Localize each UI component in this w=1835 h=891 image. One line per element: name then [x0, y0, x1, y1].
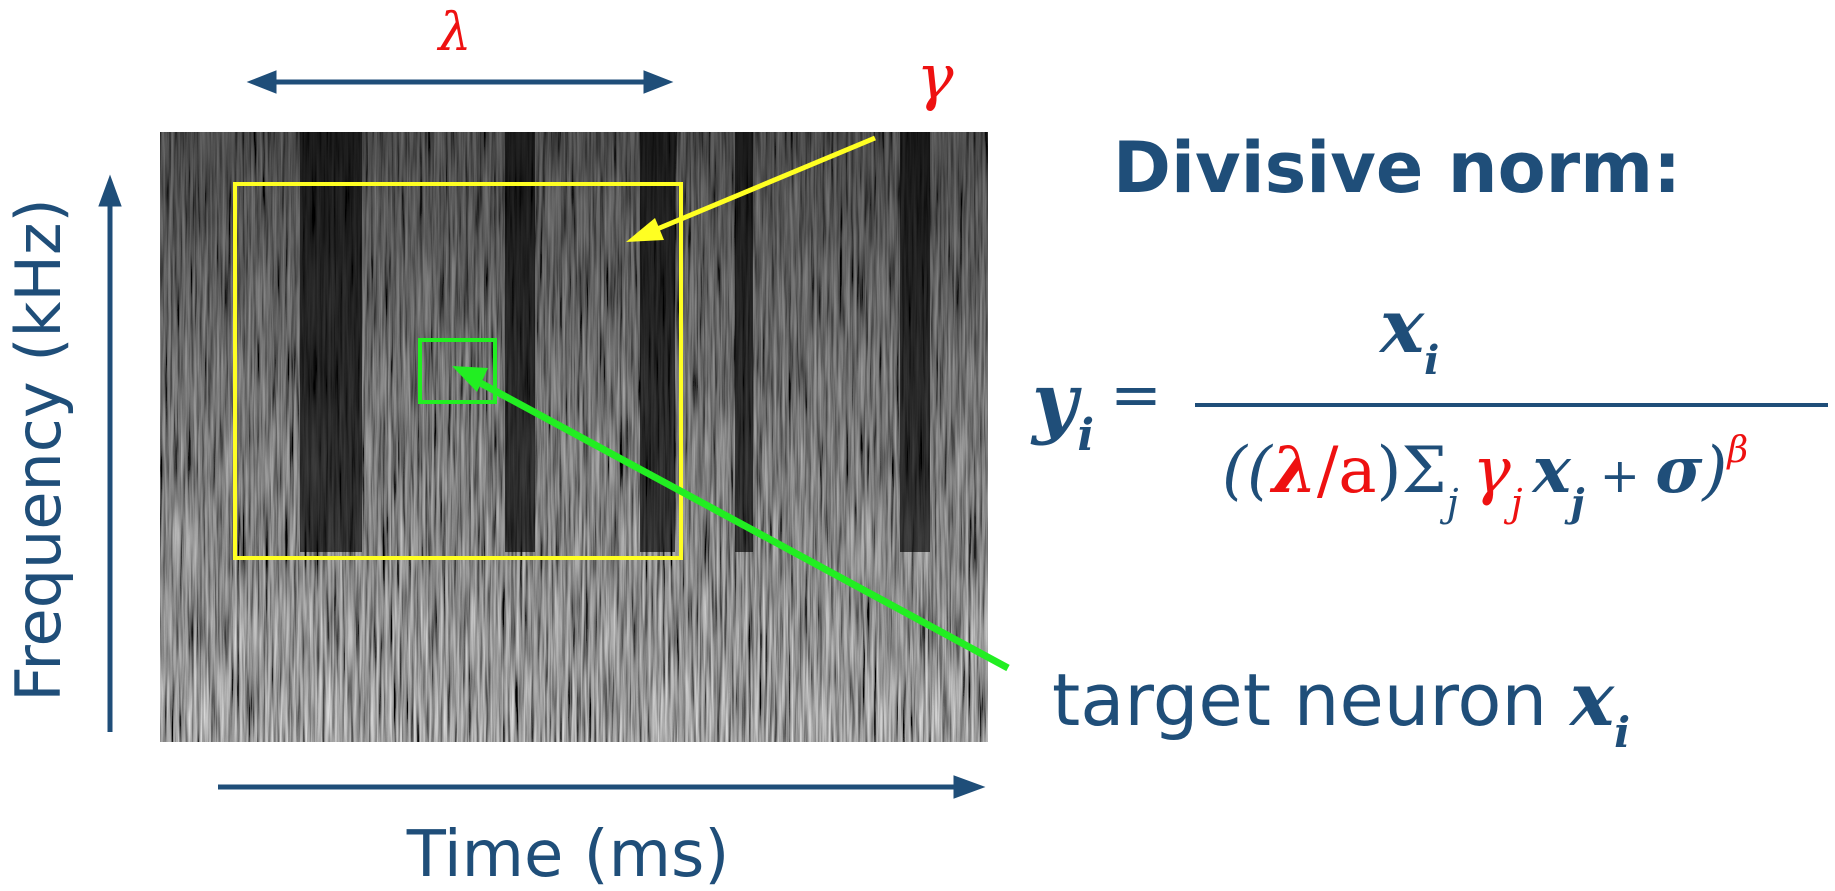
- formula-den-exponent: β: [1725, 430, 1748, 471]
- time-axis-arrow: [218, 775, 986, 799]
- target-neuron-var: x: [1568, 657, 1615, 743]
- formula-equals: =: [1110, 358, 1162, 431]
- frequency-axis-arrow: [98, 174, 122, 732]
- formula-den-close-sum: )Σ: [1377, 434, 1447, 508]
- svg-text:yi: yi: [1030, 356, 1094, 461]
- divisive-norm-title: Divisive norm:: [1113, 127, 1681, 209]
- formula-den-open: ((: [1222, 434, 1274, 508]
- gamma-label: γ: [916, 40, 954, 113]
- formula-numerator-x: x: [1378, 284, 1425, 370]
- formula-den-plus: +: [1585, 448, 1656, 504]
- frequency-axis-label: Frequency (kHz): [2, 198, 75, 701]
- target-neuron-sub: i: [1614, 708, 1630, 757]
- svg-text:xi: xi: [1378, 284, 1439, 384]
- formula-den-close: ): [1700, 434, 1727, 508]
- formula-den-slash-a: /a: [1317, 434, 1377, 508]
- lambda-label: λ: [437, 3, 472, 63]
- formula-den-sigma: σ: [1655, 433, 1703, 508]
- normalization-pool-box: [233, 182, 683, 560]
- time-axis-label: Time (ms): [406, 818, 730, 891]
- formula-lhs-sub: i: [1077, 410, 1094, 461]
- formula-lhs-y: y: [1030, 356, 1082, 447]
- svg-text:target neuron xi: target neuron xi: [1052, 657, 1630, 757]
- formula-den-lambda: λ: [1269, 433, 1317, 508]
- target-pointer-arrow: [452, 366, 1010, 672]
- target-neuron-label: target neuron: [1052, 658, 1570, 742]
- lambda-range-arrow: [246, 70, 674, 94]
- formula-den-gamma: γ: [1473, 434, 1512, 508]
- formula-numerator-sub: i: [1424, 337, 1439, 384]
- target-neuron-box: [418, 338, 497, 404]
- gamma-pointer-arrow: [626, 135, 876, 242]
- formula-den-x: x: [1531, 433, 1572, 508]
- divisive-norm-formula: yi = xi ((λ/a)Σj γj xj + σ)β: [1030, 284, 1828, 525]
